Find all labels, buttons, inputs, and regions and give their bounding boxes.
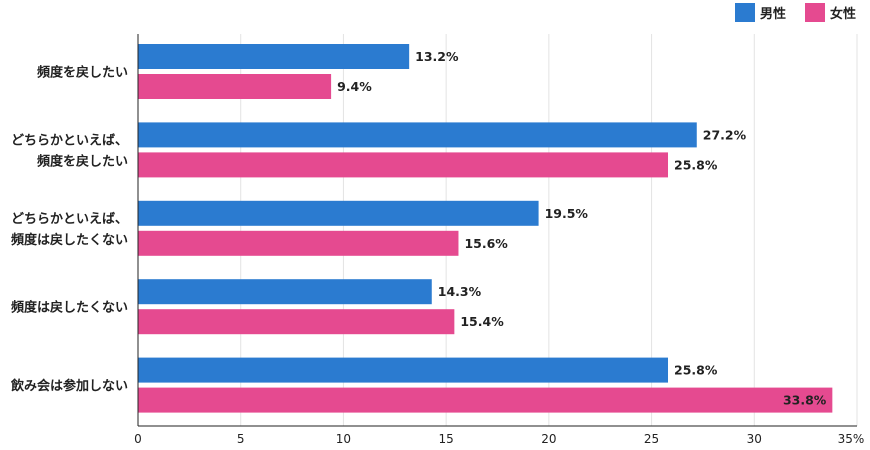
bar-female-0 — [138, 74, 332, 99]
bar-male-0 — [138, 44, 410, 69]
category-label: 頻度を戻したい — [37, 65, 128, 81]
bar-female-1 — [138, 152, 669, 178]
x-tick-label: 0 — [134, 432, 142, 446]
bar-male-3 — [138, 279, 432, 305]
gridlines — [240, 34, 858, 426]
legend-label: 男性 — [760, 6, 786, 22]
category-label: どちらかといえば、 — [11, 133, 128, 148]
bar-female-4 — [138, 387, 833, 413]
value-label: 15.4% — [460, 314, 504, 329]
category-label: 頻度は戻したくない — [11, 300, 128, 316]
category-labels: 頻度を戻したいどちらかといえば、頻度を戻したいどちらかといえば、頻度は戻したくな… — [10, 65, 128, 395]
x-tick-label: 30 — [747, 432, 762, 446]
value-label: 9.4% — [337, 79, 372, 94]
legend-swatch — [805, 3, 825, 22]
bar-female-3 — [138, 309, 455, 335]
x-axis: 0 5 10 15 20 25 30 35% — [134, 34, 864, 446]
legend-swatch — [735, 3, 755, 22]
value-label: 13.2% — [415, 49, 459, 64]
x-tick-label: 35% — [838, 432, 865, 446]
x-tick-label: 20 — [541, 432, 556, 446]
x-tick-label: 15 — [439, 432, 454, 446]
legend: 男性 女性 — [735, 3, 856, 22]
category-label: 頻度を戻したい — [37, 153, 128, 169]
bar-male-2 — [138, 200, 539, 226]
category-label: 頻度は戻したくない — [11, 232, 128, 248]
value-label: 33.8% — [783, 393, 827, 408]
bar-male-1 — [138, 122, 697, 148]
x-tick-label: 5 — [237, 432, 245, 446]
category-label: 飲み会は参加しない — [10, 378, 128, 394]
legend-label: 女性 — [830, 6, 856, 22]
x-tick-label: 25 — [644, 432, 659, 446]
category-label: どちらかといえば、 — [11, 212, 128, 227]
bar-male-4 — [138, 357, 669, 383]
bar-female-2 — [138, 230, 459, 256]
value-label: 25.8% — [674, 157, 718, 172]
value-label: 27.2% — [703, 127, 747, 142]
value-label: 25.8% — [674, 363, 718, 378]
value-label: 19.5% — [545, 206, 589, 221]
value-label: 14.3% — [438, 284, 482, 299]
value-label: 15.6% — [464, 236, 508, 251]
bars: 13.2% 9.4% 27.2% 25.8% 19.5% 15.6% 14.3% 15.4% 2… — [138, 44, 833, 413]
x-tick-label: 10 — [336, 432, 351, 446]
